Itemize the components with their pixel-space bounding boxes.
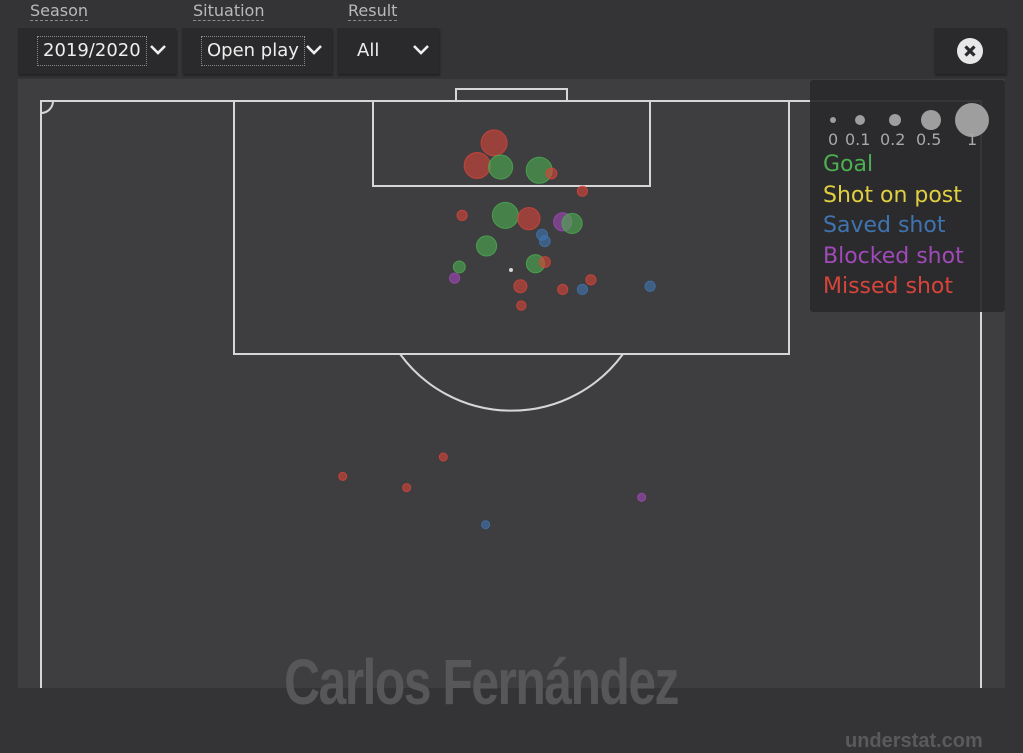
shot-marker[interactable] bbox=[517, 206, 541, 231]
shot-marker[interactable] bbox=[576, 283, 589, 296]
shot-marker[interactable] bbox=[561, 212, 583, 235]
shot-marker[interactable] bbox=[576, 185, 589, 197]
shot-marker[interactable] bbox=[463, 151, 491, 179]
shot-marker[interactable] bbox=[456, 209, 468, 221]
shot-marker[interactable] bbox=[475, 235, 498, 257]
legend-size-dot bbox=[955, 103, 989, 137]
shot-marker[interactable] bbox=[338, 471, 348, 481]
result-dropdown[interactable]: All bbox=[337, 28, 439, 74]
close-button[interactable] bbox=[934, 28, 1006, 74]
shot-marker[interactable] bbox=[545, 167, 558, 180]
shot-marker[interactable] bbox=[449, 272, 461, 284]
legend-item: Shot on post bbox=[823, 182, 962, 208]
shot-marker[interactable] bbox=[480, 129, 508, 157]
season-dropdown[interactable]: 2019/2020 bbox=[18, 28, 176, 74]
player-name-watermark: Carlos Fernández bbox=[284, 646, 679, 718]
shot-marker[interactable] bbox=[538, 235, 551, 248]
result-value: All bbox=[357, 40, 380, 61]
legend-size-label: 0 bbox=[828, 130, 839, 149]
chevron-down-icon bbox=[150, 45, 166, 55]
legend-size-dot bbox=[921, 110, 941, 130]
shot-marker[interactable] bbox=[452, 260, 466, 274]
pitch bbox=[40, 88, 982, 688]
shot-marker[interactable] bbox=[557, 283, 569, 296]
shot-marker[interactable] bbox=[481, 520, 491, 530]
season-value: 2019/2020 bbox=[37, 36, 147, 66]
chevron-down-icon bbox=[306, 45, 322, 55]
penalty-spot bbox=[509, 268, 513, 272]
shot-marker[interactable] bbox=[402, 483, 412, 493]
chevron-down-icon bbox=[413, 45, 429, 55]
shot-marker[interactable] bbox=[644, 280, 656, 292]
shot-marker[interactable] bbox=[488, 154, 514, 180]
corner-arc bbox=[40, 100, 54, 114]
shot-marker[interactable] bbox=[491, 201, 519, 229]
legend-item: Missed shot bbox=[823, 274, 954, 299]
shot-marker[interactable] bbox=[538, 256, 551, 269]
season-label: Season bbox=[30, 1, 89, 21]
situation-dropdown[interactable]: Open play bbox=[182, 28, 332, 74]
penalty-arc bbox=[399, 353, 624, 412]
six-yard-box bbox=[372, 100, 651, 187]
legend-size-label: 0.5 bbox=[916, 130, 942, 149]
legend-item: Goal bbox=[823, 152, 874, 177]
shot-marker[interactable] bbox=[516, 300, 527, 311]
legend-size-dot bbox=[889, 114, 901, 126]
shot-map: Carlos Fernández understat.com bbox=[18, 79, 1005, 752]
legend-size-label: 0.1 bbox=[845, 130, 871, 149]
goal bbox=[455, 88, 568, 102]
legend-item: Saved shot bbox=[823, 213, 946, 238]
shot-marker[interactable] bbox=[513, 279, 528, 294]
situation-label: Situation bbox=[193, 1, 265, 21]
legend-size-dot bbox=[855, 115, 865, 125]
legend-size-label: 1 bbox=[967, 130, 978, 149]
site-watermark: understat.com bbox=[845, 730, 983, 752]
circle-x-icon bbox=[957, 38, 983, 64]
penalty-box bbox=[233, 100, 790, 355]
shot-marker[interactable] bbox=[585, 274, 597, 286]
legend-size-dot bbox=[830, 117, 836, 123]
legend: 0 0.1 0.2 0.5 1 Goal Shot on post Saved shot Bl… bbox=[810, 80, 1005, 312]
legend-size-label: 0.2 bbox=[880, 130, 906, 149]
situation-value: Open play bbox=[201, 36, 305, 66]
shot-marker[interactable] bbox=[637, 492, 647, 502]
legend-item: Blocked shot bbox=[823, 243, 964, 269]
result-label: Result bbox=[348, 1, 398, 21]
shot-marker[interactable] bbox=[438, 452, 448, 462]
pitch-lines bbox=[40, 88, 982, 688]
